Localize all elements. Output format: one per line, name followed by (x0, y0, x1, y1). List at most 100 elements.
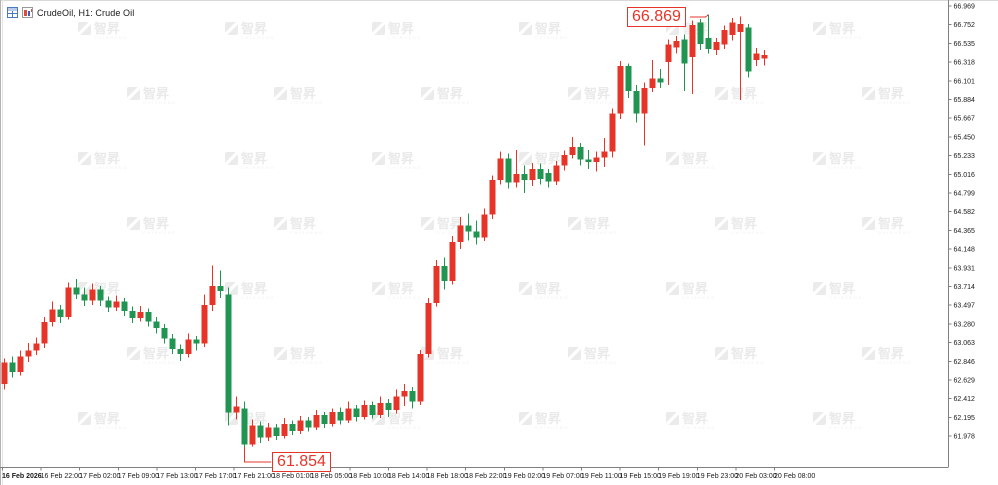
candle-body-up (665, 44, 672, 62)
candle-body-up (401, 391, 408, 397)
candle-body-up (249, 425, 256, 445)
window-border-left-inner (2, 0, 3, 485)
candle-body-up (345, 408, 352, 421)
window-border-top (0, 0, 998, 1)
candle-body-down (257, 425, 264, 438)
price-axis-label: 63.714 (954, 284, 976, 291)
candle-body-up (137, 311, 144, 318)
candle-body-down (441, 266, 448, 281)
candle-body-down (81, 294, 88, 301)
candle-body-up (185, 339, 192, 355)
candle-body-up (553, 165, 560, 182)
candle-body-down (169, 338, 176, 349)
candle-body-up (457, 225, 464, 243)
price-axis[interactable]: 66.969 66.752 66.535 66.318 66.101 65.884 65.6… (948, 0, 975, 468)
candle-body-up (601, 151, 608, 158)
candle-body-up (489, 179, 496, 215)
candle-body-up (265, 427, 272, 438)
candle-body-down (153, 321, 160, 329)
candle-body-up (377, 403, 384, 416)
price-axis-label: 62.412 (954, 396, 976, 403)
candle-body-down (409, 391, 416, 402)
time-axis-label: 18 Feb 05:00 (311, 473, 352, 480)
time-axis-label: 19 Feb 23:00 (697, 473, 738, 480)
price-axis-label: 64.148 (954, 247, 976, 254)
candle-body-up (761, 55, 768, 59)
candle-body-down (73, 287, 80, 295)
price-axis-label: 64.365 (954, 228, 976, 235)
candle-body-down (577, 147, 584, 160)
price-axis-label: 66.318 (954, 60, 976, 67)
candle-body-down (585, 159, 592, 162)
price-axis-label: 63.497 (954, 303, 976, 310)
time-axis-label: 18 Feb 10:00 (349, 473, 390, 480)
candle-body-down (705, 37, 712, 50)
time-axis-label: 19 Feb 07:00 (542, 473, 583, 480)
candles-layer[interactable] (1, 14, 768, 447)
price-axis-label: 64.799 (954, 191, 976, 198)
time-axis-label: 20 Feb 08:00 (774, 473, 815, 480)
candle-body-up (609, 113, 616, 152)
candle-body-down (129, 310, 136, 318)
candle-body-down (193, 339, 200, 344)
candle-body-down (537, 168, 544, 180)
candle-body-down (745, 27, 752, 72)
candle-body-up (593, 157, 600, 162)
candle-body-down (97, 289, 104, 301)
candle-body-down (505, 158, 512, 183)
candle-body-up (281, 423, 288, 436)
candle-body-down (321, 415, 328, 424)
chart-title: CrudeOil, H1: Crude Oil (37, 7, 135, 18)
low-price-label: 61.854 (277, 453, 326, 470)
time-axis-label: 18 Feb 22:00 (465, 473, 506, 480)
candlestick-chart-icon (22, 7, 33, 18)
candle-body-down (625, 66, 632, 92)
candle-body-down (145, 311, 152, 322)
candle-body-down (57, 309, 64, 318)
candle-body-up (673, 41, 680, 48)
candle-body-down (353, 408, 360, 417)
price-axis-label: 62.195 (954, 415, 976, 422)
price-axis-label: 66.535 (954, 41, 976, 48)
candle-body-up (313, 415, 320, 428)
candle-body-down (9, 362, 16, 373)
candle-body-up (729, 22, 736, 36)
candle-body-up (641, 87, 648, 114)
price-axis-label: 66.752 (954, 22, 976, 29)
price-axis-label: 62.846 (954, 359, 976, 366)
candle-body-up (481, 214, 488, 238)
low-price-callout[interactable]: 61.854 (272, 452, 331, 472)
candle-body-up (393, 396, 400, 411)
price-axis-label: 63.063 (954, 340, 976, 347)
candle-body-up (89, 289, 96, 301)
candle-body-down (161, 328, 168, 339)
candle-body-up (529, 168, 536, 180)
time-axis-label: 17 Feb 21:00 (234, 473, 275, 480)
low-callout-connector (244, 446, 271, 463)
candle-body-up (433, 266, 440, 304)
candle-body-up (41, 322, 48, 344)
candle-body-up (425, 303, 432, 355)
candle-body-up (209, 285, 216, 305)
candle-body-down (385, 403, 392, 411)
time-axis-label: 17 Feb 17:00 (195, 473, 236, 480)
candle-body-up (561, 154, 568, 166)
high-price-callout[interactable]: 66.869 (627, 7, 686, 27)
candle-body-up (417, 354, 424, 402)
candle-body-down (545, 173, 552, 182)
callout-connectors (244, 14, 709, 463)
candle-body-down (337, 411, 344, 421)
price-axis-label: 65.016 (954, 172, 976, 179)
candle-body-up (25, 350, 32, 357)
candle-body-up (689, 24, 696, 57)
high-price-label: 66.869 (632, 8, 681, 25)
time-axis-label: 19 Feb 02:00 (504, 473, 545, 480)
candle-body-down (633, 91, 640, 114)
candle-body-up (449, 242, 456, 281)
candle-body-up (617, 66, 624, 114)
candle-body-up (329, 411, 336, 424)
price-axis-label: 65.233 (954, 153, 976, 160)
time-axis-label: 19 Feb 19:00 (658, 473, 699, 480)
